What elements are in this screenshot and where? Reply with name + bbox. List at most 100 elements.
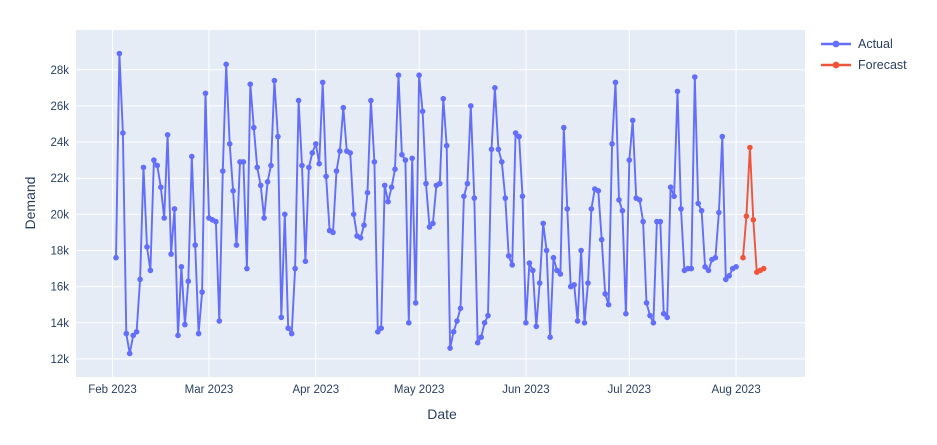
data-point-actual[interactable]: [213, 218, 219, 225]
data-point-actual[interactable]: [585, 280, 591, 286]
data-point-actual[interactable]: [488, 146, 495, 153]
data-point-actual[interactable]: [133, 329, 140, 335]
data-point-actual[interactable]: [619, 207, 626, 214]
data-point-actual[interactable]: [195, 330, 202, 337]
data-point-actual[interactable]: [313, 141, 319, 147]
legend-item-actual[interactable]: Actual: [820, 36, 907, 51]
data-point-actual[interactable]: [350, 211, 357, 218]
data-point-actual[interactable]: [140, 164, 147, 171]
data-point-actual[interactable]: [540, 220, 546, 227]
data-point-actual[interactable]: [409, 155, 416, 162]
data-point-actual[interactable]: [712, 254, 719, 261]
data-point-actual[interactable]: [182, 321, 188, 328]
data-point-actual[interactable]: [660, 310, 667, 317]
data-point-actual[interactable]: [223, 61, 229, 68]
data-point-actual[interactable]: [440, 95, 447, 102]
data-point-actual[interactable]: [192, 242, 198, 248]
data-point-actual[interactable]: [443, 142, 450, 149]
data-point-actual[interactable]: [623, 310, 629, 317]
data-point-actual[interactable]: [130, 332, 136, 339]
data-point-actual[interactable]: [609, 141, 615, 147]
data-point-actual[interactable]: [251, 124, 257, 131]
data-point-actual[interactable]: [678, 206, 684, 212]
data-point-actual[interactable]: [120, 130, 126, 136]
data-point-actual[interactable]: [595, 188, 602, 194]
data-point-actual[interactable]: [695, 200, 701, 207]
data-point-forecast[interactable]: [743, 213, 750, 219]
data-point-actual[interactable]: [495, 146, 502, 153]
data-point-actual[interactable]: [588, 206, 595, 212]
data-point-actual[interactable]: [705, 267, 712, 274]
data-point-actual[interactable]: [282, 211, 288, 218]
data-point-actual[interactable]: [509, 262, 515, 268]
data-point-actual[interactable]: [395, 72, 402, 78]
data-point-actual[interactable]: [306, 164, 312, 171]
data-point-actual[interactable]: [189, 153, 195, 160]
data-point-actual[interactable]: [220, 168, 226, 174]
data-point-actual[interactable]: [330, 229, 336, 236]
data-point-actual[interactable]: [164, 132, 171, 138]
data-point-actual[interactable]: [519, 193, 526, 200]
data-point-actual[interactable]: [113, 254, 119, 261]
data-point-actual[interactable]: [285, 325, 292, 332]
data-point-actual[interactable]: [185, 278, 192, 285]
data-point-actual[interactable]: [430, 220, 436, 227]
data-point-actual[interactable]: [161, 215, 167, 221]
data-point-actual[interactable]: [716, 209, 722, 216]
data-point-actual[interactable]: [516, 133, 522, 140]
data-point-actual[interactable]: [378, 325, 385, 332]
data-point-actual[interactable]: [357, 235, 364, 241]
data-point-forecast[interactable]: [760, 265, 767, 272]
data-point-actual[interactable]: [561, 124, 567, 131]
data-point-actual[interactable]: [530, 267, 536, 274]
data-point-actual[interactable]: [557, 271, 564, 277]
data-point-forecast[interactable]: [740, 254, 746, 261]
data-point-forecast[interactable]: [747, 144, 753, 151]
data-point-actual[interactable]: [368, 97, 374, 104]
data-point-actual[interactable]: [230, 188, 236, 194]
data-point-actual[interactable]: [543, 247, 550, 254]
data-point-actual[interactable]: [468, 103, 474, 109]
data-point-actual[interactable]: [505, 253, 512, 259]
data-point-actual[interactable]: [144, 244, 150, 250]
data-point-actual[interactable]: [492, 85, 498, 91]
data-point-actual[interactable]: [647, 312, 653, 319]
data-point-actual[interactable]: [454, 318, 460, 324]
data-point-actual[interactable]: [664, 314, 670, 321]
data-point-actual[interactable]: [233, 242, 240, 248]
data-point-actual[interactable]: [399, 151, 405, 158]
data-point-actual[interactable]: [292, 265, 298, 272]
data-point-actual[interactable]: [216, 318, 223, 324]
data-point-actual[interactable]: [364, 189, 371, 196]
data-point-actual[interactable]: [643, 300, 650, 306]
data-point-actual[interactable]: [667, 184, 674, 190]
data-point-actual[interactable]: [657, 218, 664, 225]
data-point-actual[interactable]: [316, 160, 323, 167]
data-point-actual[interactable]: [123, 330, 130, 337]
data-point-actual[interactable]: [426, 224, 433, 230]
data-point-actual[interactable]: [333, 168, 340, 174]
data-point-actual[interactable]: [419, 108, 426, 115]
data-point-actual[interactable]: [126, 350, 133, 357]
data-point-actual[interactable]: [533, 323, 540, 330]
data-point-actual[interactable]: [240, 159, 247, 165]
data-point-actual[interactable]: [392, 166, 398, 172]
data-point-actual[interactable]: [412, 300, 419, 306]
data-point-actual[interactable]: [275, 133, 281, 140]
data-point-actual[interactable]: [302, 258, 309, 265]
data-point-actual[interactable]: [247, 81, 254, 87]
data-point-actual[interactable]: [385, 198, 391, 205]
data-point-actual[interactable]: [175, 332, 181, 339]
data-point-actual[interactable]: [178, 264, 185, 270]
data-point-actual[interactable]: [457, 305, 464, 312]
data-point-actual[interactable]: [526, 260, 533, 266]
data-point-actual[interactable]: [536, 280, 543, 286]
data-point-actual[interactable]: [371, 159, 378, 165]
data-point-actual[interactable]: [523, 320, 529, 326]
data-point-actual[interactable]: [402, 157, 409, 163]
data-point-actual[interactable]: [726, 273, 732, 279]
data-point-actual[interactable]: [340, 104, 347, 111]
data-point-actual[interactable]: [598, 236, 605, 243]
data-point-actual[interactable]: [295, 97, 302, 104]
data-point-actual[interactable]: [361, 222, 367, 228]
